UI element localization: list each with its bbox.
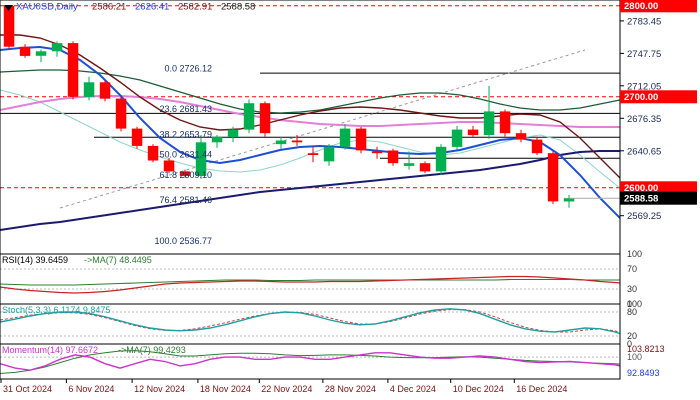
svg-text:2588.58: 2588.58 [221, 2, 255, 13]
svg-text:92.8493: 92.8493 [627, 368, 660, 378]
svg-text:61.8 2609.10: 61.8 2609.10 [159, 170, 212, 180]
svg-text:10 Dec 2024: 10 Dec 2024 [453, 384, 504, 394]
svg-text:38.2 2653.79: 38.2 2653.79 [159, 129, 212, 139]
svg-text:2747.75: 2747.75 [627, 49, 661, 60]
svg-text:31 Oct 2024: 31 Oct 2024 [3, 384, 52, 394]
svg-text:XAU0SD,Daily: XAU0SD,Daily [16, 2, 78, 13]
svg-text:2800.00: 2800.00 [624, 1, 658, 12]
svg-text:->MA(7) 48.4495: ->MA(7) 48.4495 [84, 255, 152, 265]
svg-text:70: 70 [627, 264, 637, 274]
svg-text:Momentum(14) 97.6672: Momentum(14) 97.6672 [2, 345, 98, 355]
svg-text:2700.00: 2700.00 [624, 92, 658, 103]
svg-text:2569.25: 2569.25 [627, 211, 661, 222]
svg-text:80: 80 [627, 307, 637, 317]
svg-text:16 Dec 2024: 16 Dec 2024 [516, 384, 567, 394]
svg-text:12 Nov 2024: 12 Nov 2024 [134, 384, 185, 394]
svg-text:4 Dec 2024: 4 Dec 2024 [390, 384, 436, 394]
svg-text:100: 100 [627, 249, 642, 259]
svg-text:23.6 2681.43: 23.6 2681.43 [159, 104, 212, 114]
svg-text:100.0 2536.77: 100.0 2536.77 [154, 236, 212, 246]
svg-text:2676.35: 2676.35 [627, 114, 661, 125]
svg-text:2626.41: 2626.41 [135, 2, 169, 13]
svg-text:2582.91: 2582.91 [178, 2, 212, 13]
svg-text:76.4 2581.46: 76.4 2581.46 [159, 195, 212, 205]
svg-text:->MA(7) 99.4293: ->MA(7) 99.4293 [118, 345, 186, 355]
svg-text:RSI(14) 39.6459: RSI(14) 39.6459 [2, 255, 68, 265]
svg-text:50.0 2631.44: 50.0 2631.44 [159, 150, 212, 160]
svg-text:6 Nov 2024: 6 Nov 2024 [68, 384, 114, 394]
svg-text:0.0 2726.12: 0.0 2726.12 [164, 64, 212, 74]
svg-text:100: 100 [627, 352, 642, 362]
svg-text:2640.65: 2640.65 [627, 146, 661, 157]
svg-text:Stoch(5,3,3) 6.1174 9.8475: Stoch(5,3,3) 6.1174 9.8475 [2, 305, 110, 315]
svg-text:2586.21: 2586.21 [92, 2, 126, 13]
svg-text:2588.58: 2588.58 [624, 194, 658, 205]
svg-text:2783.45: 2783.45 [627, 16, 661, 27]
svg-text:18 Nov 2024: 18 Nov 2024 [200, 384, 251, 394]
svg-text:22 Nov 2024: 22 Nov 2024 [261, 384, 312, 394]
svg-text:30: 30 [627, 284, 637, 294]
svg-text:28 Nov 2024: 28 Nov 2024 [325, 384, 376, 394]
